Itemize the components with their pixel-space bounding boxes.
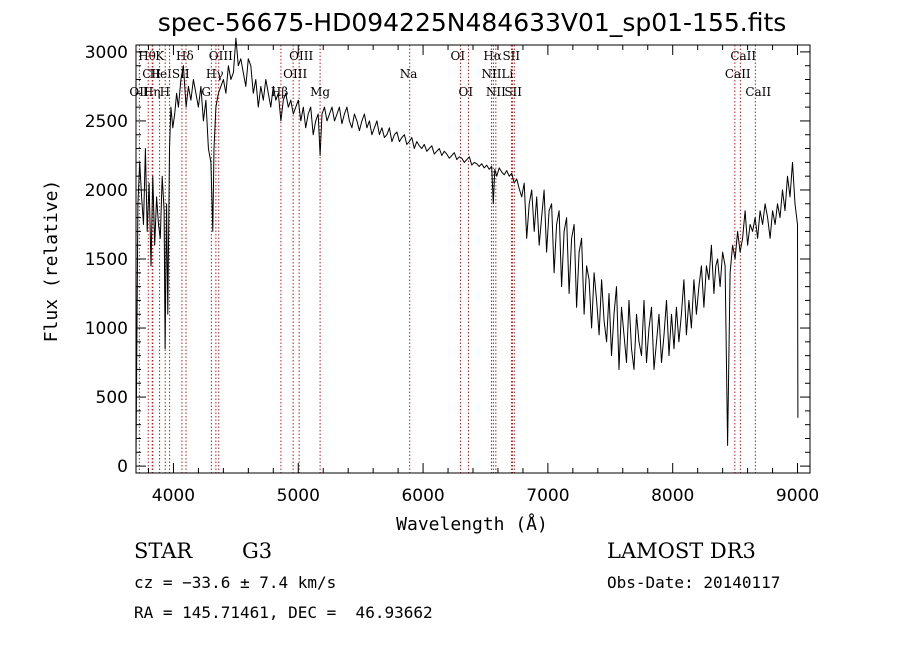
line-marker-label: CaII [725,67,751,81]
x-tick-label: 6000 [401,486,444,506]
observation-date: Obs-Date: 20140117 [607,573,781,592]
line-marker-label: Hδ [176,49,194,63]
x-tick-label: 8000 [651,486,694,506]
y-tick-label: 2000 [85,181,128,201]
coordinates: RA = 145.71461, DEC = 46.93662 [134,603,433,622]
object-class: STAR [134,539,193,563]
x-tick-label: 9000 [776,486,819,506]
line-marker-label: SII [504,85,522,99]
x-tick-label: 5000 [277,486,320,506]
line-marker-label: Na [400,67,418,81]
line-marker-label: OI [459,85,474,99]
spectrum-series [135,37,799,460]
line-marker-label: CaII [745,85,771,99]
line-marker-label: Hα [483,49,502,63]
line-marker-label: Hγ [206,67,224,81]
line-marker-label: G [201,85,211,99]
line-marker-label: H [160,85,170,99]
line-marker-label: OIII [289,49,313,63]
y-tick-label: 500 [96,388,128,408]
y-tick-label: 2500 [85,112,128,132]
line-marker-label: CaII [730,49,756,63]
plot-frame [135,44,811,474]
line-marker-label: OII [129,85,149,99]
line-marker-label: CII [142,67,161,81]
line-marker-label: SII [172,67,190,81]
line-marker-label: OIII [283,67,307,81]
line-marker-label: Mg [310,85,330,99]
redshift-velocity: cz = −33.6 ± 7.4 km/s [134,573,337,592]
y-tick-label: 0 [117,457,128,477]
line-marker-label: Hθ [138,49,156,63]
object-subclass: G3 [242,539,273,563]
y-tick-label: 3000 [85,43,128,63]
line-marker-label: OI [451,49,466,63]
x-tick-label: 7000 [526,486,569,506]
line-marker-label: K [155,49,165,63]
y-axis: 0 500 1000 1500 2000 2500 3000 [85,43,810,477]
y-tick-label: 1000 [85,319,128,339]
x-tick-label: 4000 [152,486,195,506]
emission-line-markers: HθCIIOIIKHeIHηHδSIIHOIIIHγGHβOIIIOIIIMgN… [129,45,771,473]
y-axis-label: Flux (relative) [41,180,62,343]
line-marker-label: Hη [143,85,161,99]
line-marker-label: NII [486,85,506,99]
line-marker-label: NII [481,67,501,81]
spectrum-line [135,37,799,460]
survey-name: LAMOST DR3 [607,539,756,563]
line-marker-label: OIII [209,49,233,63]
x-axis: 4000 5000 6000 7000 8000 9000 [147,45,819,506]
y-tick-label: 1500 [85,250,128,270]
line-marker-label: HeI [150,67,173,81]
chart-title: spec-56675-HD094225N484633V01_sp01-155.f… [158,8,787,37]
x-axis-label: Wavelength (Å) [396,513,548,535]
line-marker-label: Li [501,67,513,81]
